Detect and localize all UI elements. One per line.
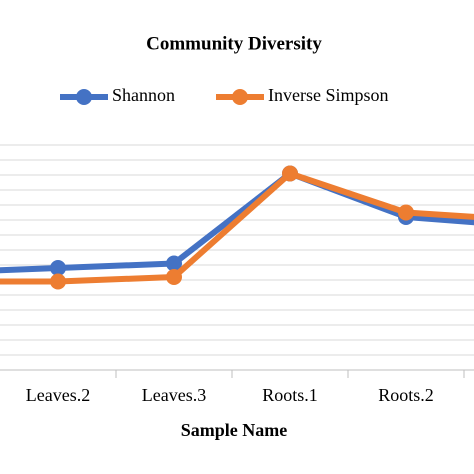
data-point <box>166 255 182 272</box>
legend: Shannon Inverse Simpson <box>60 85 389 105</box>
x-tick-label: Leaves.3 <box>142 385 206 405</box>
data-point <box>282 165 298 182</box>
series-line <box>0 170 474 285</box>
data-point <box>166 269 182 285</box>
legend-label: Shannon <box>112 85 175 105</box>
series-line <box>0 170 474 274</box>
plot <box>0 165 474 290</box>
legend-label: Inverse Simpson <box>268 85 389 105</box>
legend-marker <box>232 89 248 105</box>
x-axis-title: Sample Name <box>181 420 288 440</box>
data-point <box>50 273 66 290</box>
x-tick-label: Leaves.2 <box>26 385 90 405</box>
x-tick-label: Roots.1 <box>262 385 318 405</box>
chart-title: Community Diversity <box>146 33 322 54</box>
x-tick-label: Roots.2 <box>378 385 434 405</box>
grid <box>0 144 474 356</box>
data-point <box>50 260 66 276</box>
legend-marker <box>76 89 92 105</box>
axis: Leaves.2 Leaves.3 Roots.1 Roots.2 <box>0 369 474 405</box>
data-point <box>398 204 414 221</box>
